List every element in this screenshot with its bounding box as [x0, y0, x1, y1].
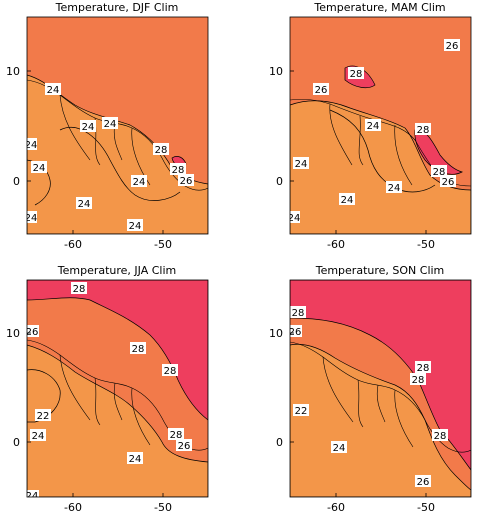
contour-labels: 24 24 24 24 24 24 24 24 24 28 28 26	[25, 83, 194, 232]
x-tick-label: -60	[64, 501, 82, 514]
contour-label: 26	[178, 441, 191, 452]
contour-label: 24	[388, 183, 401, 194]
axis-ticks: 10 0 -60 -50	[269, 327, 435, 514]
contour-label: 26	[26, 327, 39, 338]
contour-label: 24	[25, 213, 38, 224]
y-tick-label: 0	[276, 436, 283, 449]
contour-label: 28	[155, 145, 168, 156]
x-tick-label: -60	[327, 501, 345, 514]
contour-label: 22	[295, 406, 308, 417]
contour-label: 24	[129, 221, 142, 232]
axis-ticks: 10 0 -60 -50	[6, 65, 172, 251]
border-lines	[329, 103, 413, 186]
contour-label: 28	[412, 375, 425, 386]
contour-label: 24	[129, 454, 142, 465]
contour-label: 26	[417, 477, 430, 488]
contour-label: 22	[37, 411, 50, 422]
border-lines	[59, 94, 151, 186]
contour-label: 28	[73, 284, 86, 295]
y-tick-label: 10	[269, 65, 283, 78]
contour-label: 28	[417, 363, 430, 374]
contour-24-inner	[329, 109, 436, 193]
y-tick-label: 10	[269, 327, 283, 340]
contour-label: 24	[367, 121, 380, 132]
x-tick-label: -50	[417, 238, 435, 251]
contour-label: 24	[47, 85, 60, 96]
border-lines	[322, 356, 414, 448]
map-panel-jja: Temperature, JJA Clim 28 26 28 28 22 24 …	[6, 264, 209, 514]
y-tick-label: 0	[13, 175, 20, 188]
map-panel-son: Temperature, SON Clim 28 26 22 24 28 28 …	[269, 264, 472, 514]
contour-label: 24	[78, 199, 91, 210]
hot-patch	[414, 129, 463, 175]
contour-label: 26	[446, 41, 459, 52]
y-tick-label: 0	[13, 436, 20, 449]
contour-labels: 28 26 28 28 22 24 24 28 26 24	[26, 282, 192, 502]
contour-labels: 26 28 26 24 28 24 28 26 24 24 24	[288, 39, 460, 224]
hot-region	[27, 280, 208, 421]
y-tick-label: 0	[276, 175, 283, 188]
map-panel-djf: Temperature, DJF Clim 24 24 24 24 24 24 …	[6, 1, 209, 251]
border-lines	[59, 354, 151, 446]
x-tick-label: -60	[64, 238, 82, 251]
contour-label: 24	[25, 140, 38, 151]
y-tick-label: 10	[6, 65, 20, 78]
contour-label: 28	[170, 430, 183, 441]
contour-label: 24	[295, 159, 308, 170]
contour-label: 24	[333, 443, 346, 454]
contour-label: 28	[417, 125, 430, 136]
cool-region	[290, 343, 471, 497]
contour-labels: 28 26 22 24 28 28 28 26	[289, 306, 448, 488]
panel-title: Temperature, MAM Clim	[313, 1, 445, 14]
contour-label: 28	[434, 431, 447, 442]
map-panel-mam: Temperature, MAM Clim 26 28 26 24 28 24 …	[269, 1, 472, 251]
contour-label: 28	[172, 165, 185, 176]
x-tick-label: -50	[154, 238, 172, 251]
cool-region	[27, 344, 208, 497]
contour-label: 24	[33, 163, 46, 174]
contour-label: 28	[164, 366, 177, 377]
contour-label: 28	[292, 308, 305, 319]
contour-label: 28	[433, 167, 446, 178]
contour-label: 26	[442, 177, 455, 188]
contour-label: 24	[26, 491, 39, 502]
contour-label: 28	[132, 344, 145, 355]
contour-label: 26	[180, 176, 193, 187]
contour-label: 24	[341, 195, 354, 206]
contour-label: 28	[350, 69, 363, 80]
contour-label: 26	[289, 327, 302, 338]
contour-label: 24	[32, 431, 45, 442]
contour-label: 24	[288, 213, 301, 224]
panel-title: Temperature, SON Clim	[315, 264, 445, 277]
x-tick-label: -50	[417, 501, 435, 514]
axis-ticks: 10 0 -60 -50	[269, 65, 435, 251]
panel-title: Temperature, DJF Clim	[55, 1, 179, 14]
contour-label: 24	[104, 119, 117, 130]
panel-title: Temperature, JJA Clim	[57, 264, 177, 277]
x-tick-label: -60	[327, 238, 345, 251]
axis-ticks: 10 0 -60 -50	[6, 327, 172, 514]
contour-label: 26	[315, 85, 328, 96]
y-tick-label: 10	[6, 327, 20, 340]
contour-label: 24	[133, 177, 146, 188]
x-tick-label: -50	[154, 501, 172, 514]
contour-24-inner	[59, 127, 181, 201]
contour-label: 24	[82, 122, 95, 133]
